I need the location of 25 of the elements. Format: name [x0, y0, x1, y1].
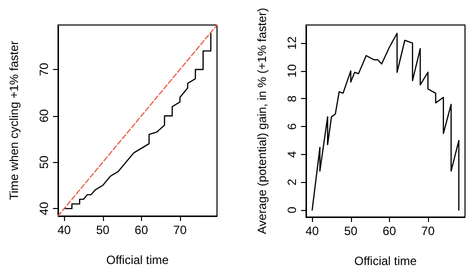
y-tick-label: 6	[285, 122, 299, 130]
x-tick-label: 70	[421, 224, 435, 238]
x-tick-label: 60	[134, 223, 148, 237]
y-tick-label: 70	[37, 62, 51, 76]
y-tick-label: 12	[285, 36, 299, 50]
x-tick-label: 70	[173, 223, 187, 237]
y-tick-label: 2	[285, 178, 299, 186]
x-tick-label: 50	[96, 223, 110, 237]
y-axis-title: Time when cycling +1% faster	[7, 40, 21, 200]
line-series	[64, 32, 212, 210]
x-axis-title: Official time	[354, 254, 418, 268]
line-series	[312, 32, 460, 211]
x-tick-label: 40	[57, 223, 72, 237]
x-tick-label: 40	[305, 224, 320, 238]
y-tick-label: 4	[285, 150, 299, 158]
y-tick-label: 50	[37, 155, 51, 169]
y-tick-label: 10	[285, 64, 299, 78]
x-tick-label: 60	[382, 224, 396, 238]
x-axis-title: Official time	[106, 253, 170, 267]
x-tick-label: 50	[344, 224, 358, 238]
y-tick-label: 8	[285, 95, 299, 102]
y-tick-label: 60	[37, 108, 51, 123]
y-axis-title: Average (potential) gain, in % (+1% faster)	[255, 8, 269, 234]
y-tick-label: 40	[37, 202, 51, 216]
y-tick-label: 0	[285, 206, 299, 214]
